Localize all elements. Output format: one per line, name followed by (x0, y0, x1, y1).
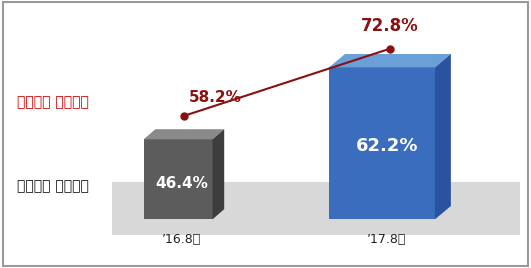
Polygon shape (329, 54, 451, 67)
Polygon shape (212, 129, 224, 219)
Polygon shape (144, 139, 212, 219)
Text: ’17.8月: ’17.8月 (367, 233, 406, 246)
Polygon shape (435, 54, 451, 219)
Text: 【태블릿 활용률】: 【태블릿 활용률】 (16, 95, 89, 110)
Text: 【태블릿 체결률】: 【태블릿 체결률】 (16, 179, 89, 193)
Text: 62.2%: 62.2% (356, 137, 418, 155)
Polygon shape (329, 67, 435, 219)
Text: 72.8%: 72.8% (361, 17, 419, 35)
Text: 58.2%: 58.2% (189, 90, 242, 105)
Text: 46.4%: 46.4% (155, 176, 208, 191)
Polygon shape (144, 129, 224, 139)
FancyBboxPatch shape (112, 182, 520, 235)
Text: ’16.8月: ’16.8月 (162, 233, 201, 246)
FancyBboxPatch shape (3, 2, 528, 266)
